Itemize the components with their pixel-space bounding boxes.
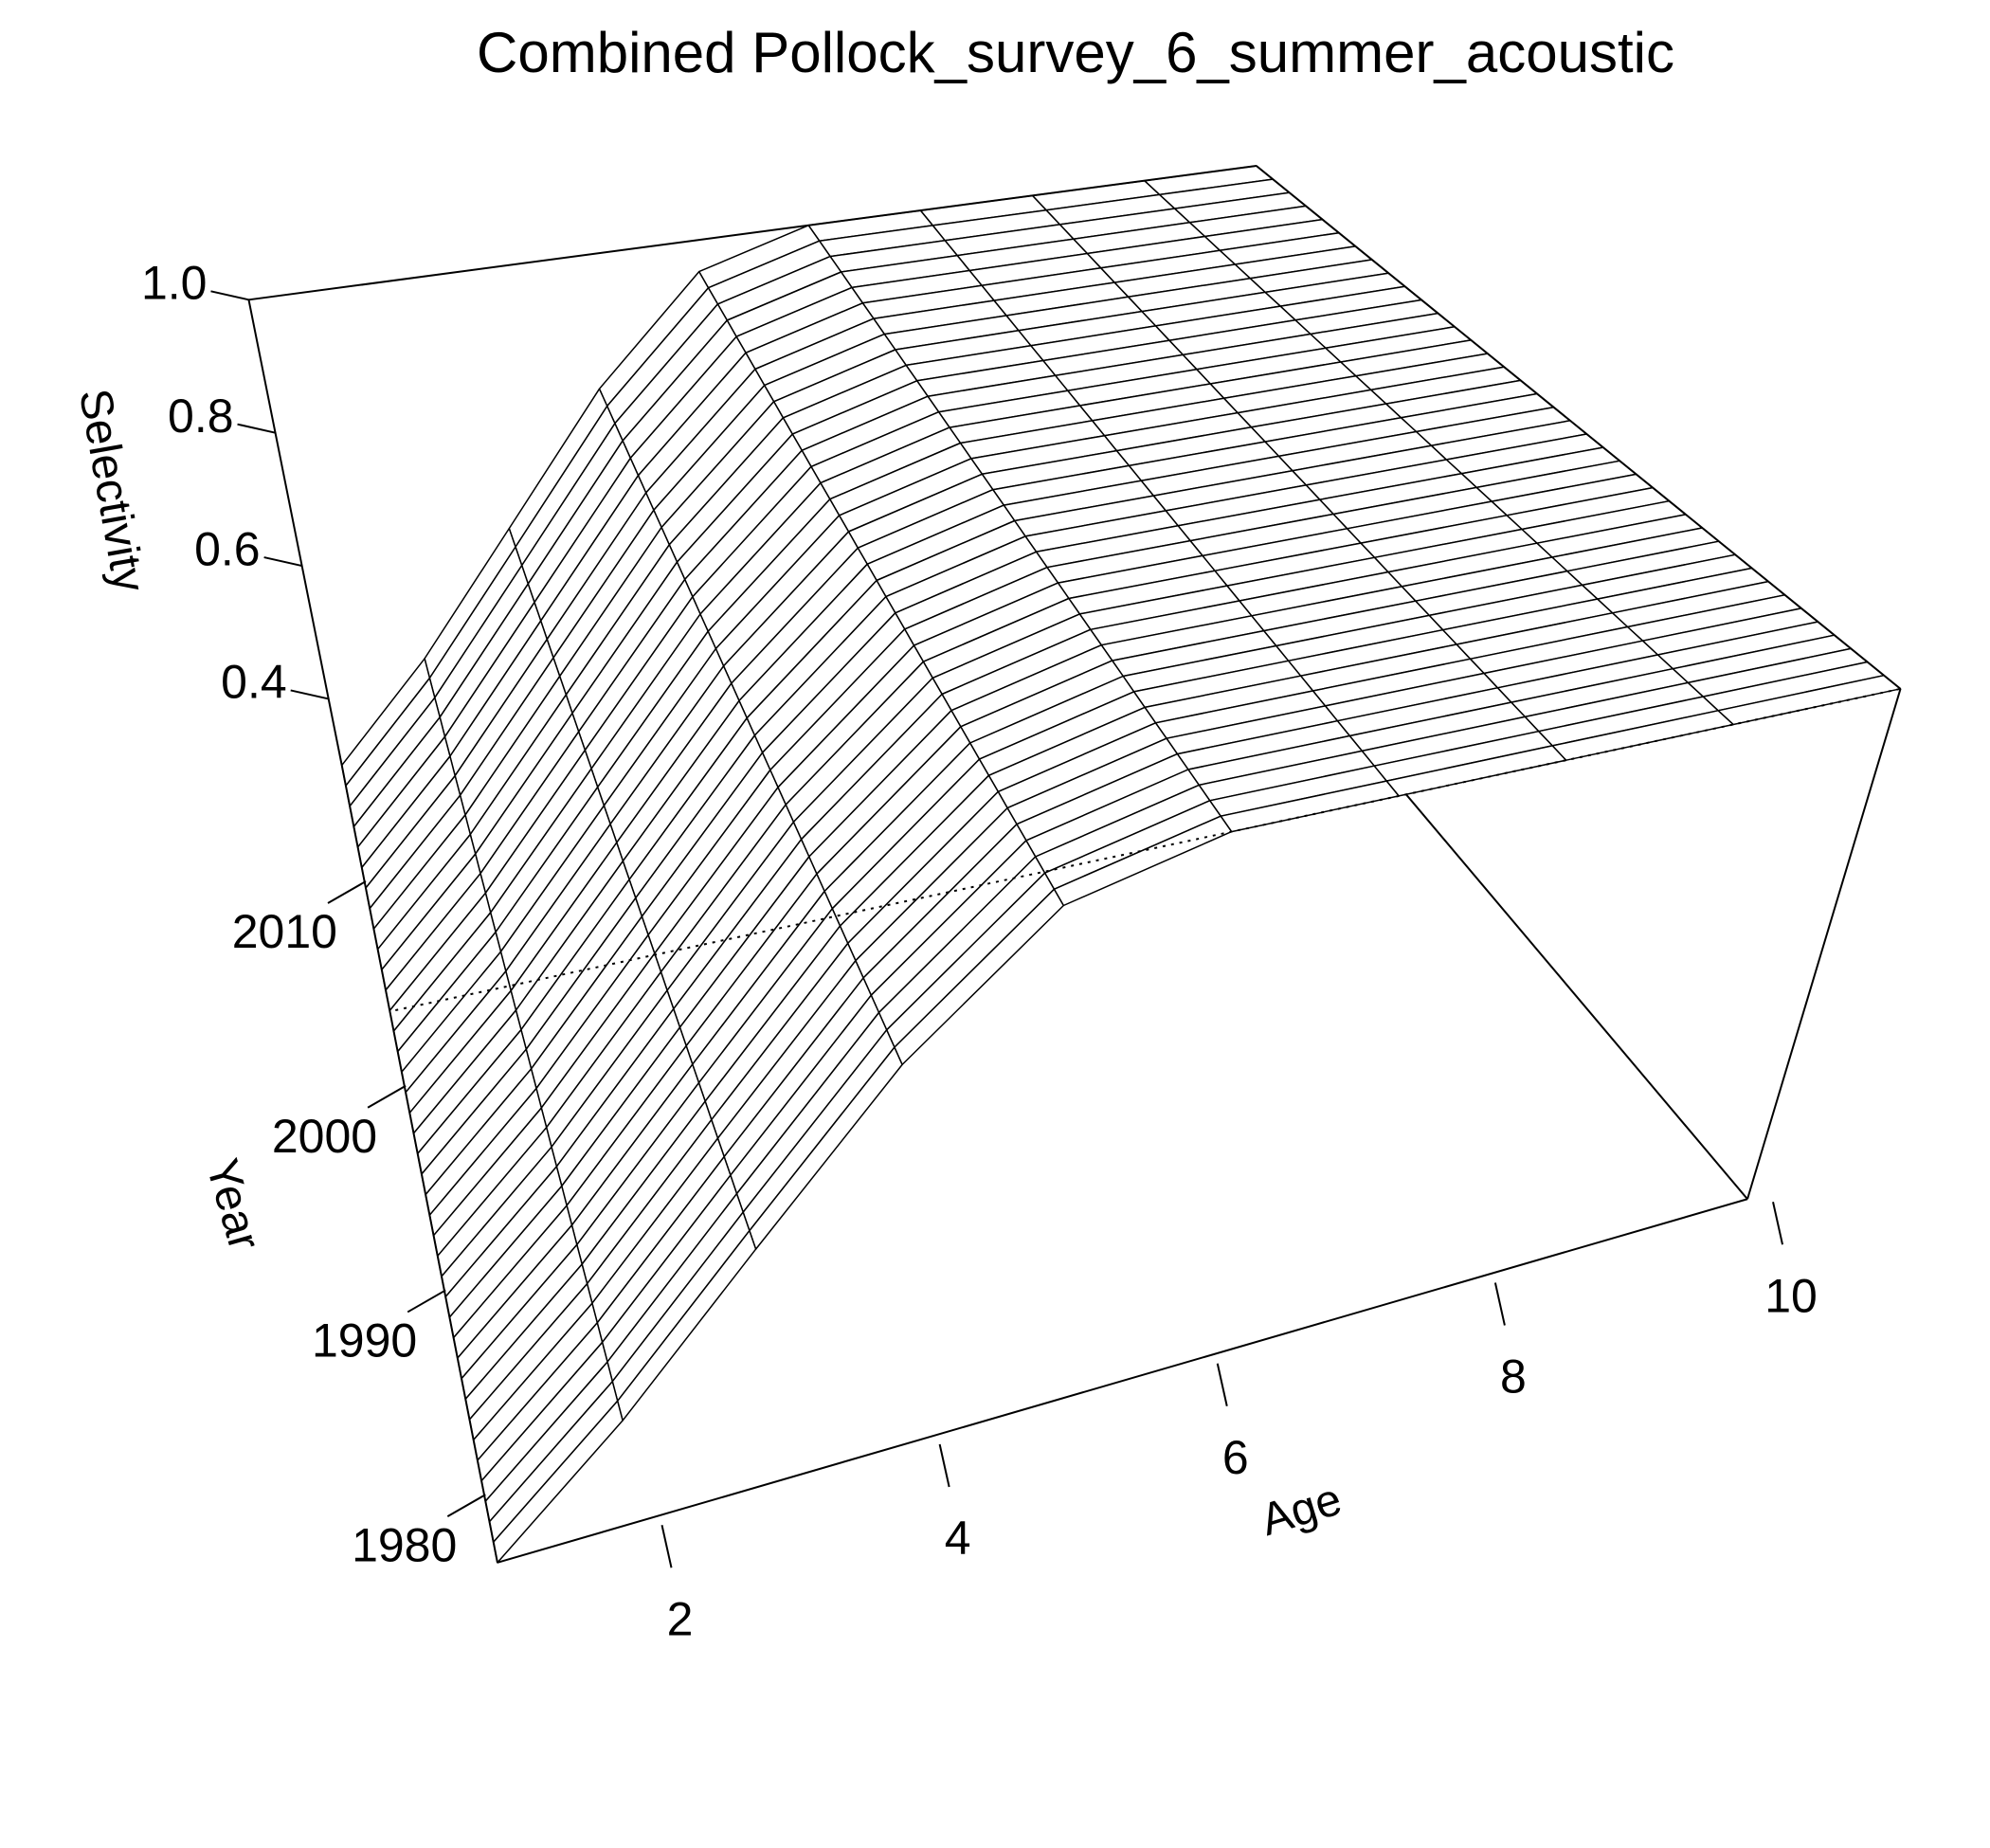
chart-title: Combined Pollock_survey_6_summer_acousti… (477, 21, 1674, 84)
z-axis-title: Selectivity (69, 386, 154, 596)
y-tick (446, 1494, 486, 1518)
x-tick-label: 10 (1764, 1269, 1818, 1322)
x-tick-label: 6 (1222, 1431, 1249, 1484)
y-tick-label: 1980 (352, 1518, 457, 1571)
x-axis-title: Age (1256, 1474, 1348, 1546)
z-tick-label: 1.0 (141, 257, 208, 310)
z-tick (290, 689, 329, 700)
box-edge (247, 299, 343, 766)
y-tick (367, 1084, 407, 1109)
box-edge (1256, 165, 1902, 690)
box-edge (497, 1198, 1748, 1564)
x-tick-label: 2 (667, 1592, 694, 1645)
x-tick (1493, 1282, 1506, 1326)
z-tick-label: 0.6 (194, 522, 261, 575)
x-tick-label: 8 (1500, 1350, 1527, 1404)
x-tick (660, 1525, 673, 1568)
y-axis-title: Year (196, 1153, 270, 1256)
box-edge (340, 765, 498, 1564)
y-tick-label: 1990 (312, 1314, 417, 1368)
y-tick-label: 2000 (272, 1110, 377, 1163)
box-edge-hidden (395, 687, 1901, 1012)
z-tick (263, 556, 302, 568)
y-tick-label: 2010 (232, 905, 337, 958)
x-tick (938, 1443, 950, 1488)
box-edge (1746, 688, 1902, 1200)
z-tick-label: 0.8 (168, 390, 234, 443)
box-edge (248, 164, 1257, 301)
y-tick (407, 1289, 446, 1314)
x-tick (1772, 1202, 1783, 1245)
z-tick (237, 423, 276, 434)
x-tick (1216, 1363, 1228, 1406)
x-tick-label: 4 (945, 1512, 971, 1565)
z-tick-label: 0.4 (221, 656, 287, 709)
y-tick (327, 880, 367, 904)
z-tick (210, 290, 249, 301)
